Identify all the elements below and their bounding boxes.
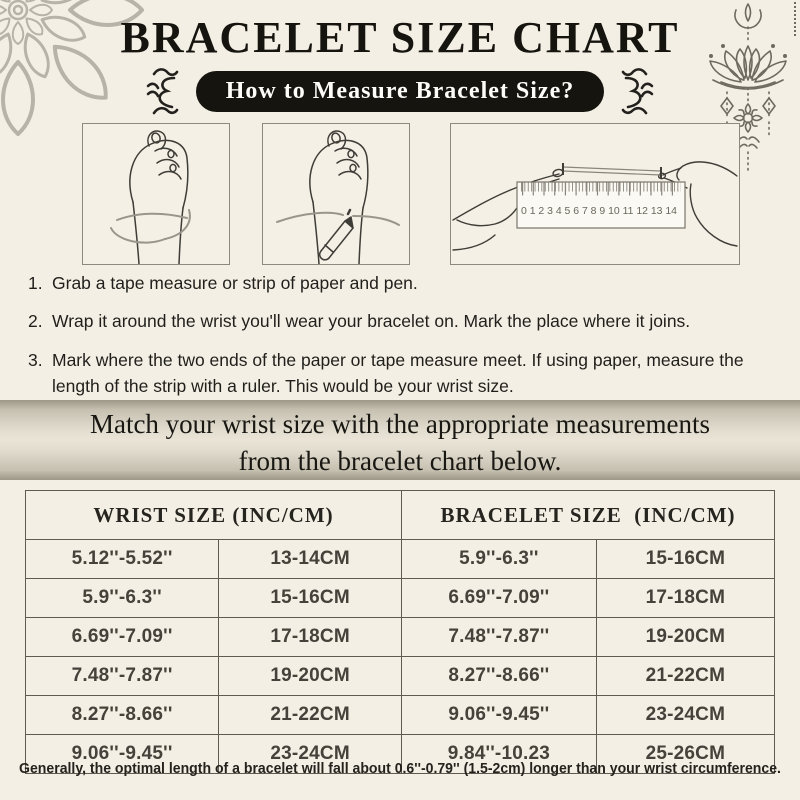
table-row: 9.06''-9.45'' 23-24CM 9.84''-10.23 25-26…: [24, 734, 776, 774]
subtitle-banner: How to Measure Bracelet Size?: [195, 70, 605, 112]
table-cell: 23-24CM: [218, 734, 402, 774]
step-text: Grab a tape measure or strip of paper an…: [52, 273, 418, 293]
table-cell: 9.84''-10.23: [400, 734, 597, 774]
table-header-row: WRIST SIZE (INC/CM) BRACELET SIZE (INC/C…: [25, 490, 776, 540]
table-cell: 21-22CM: [595, 656, 776, 696]
table-row: 5.9''-6.3'' 15-16CM 6.69''-7.09'' 17-18C…: [24, 578, 776, 618]
table-cell: 7.48''-7.87'': [400, 617, 597, 657]
table-row: 5.12''-5.52'' 13-14CM 5.9''-6.3'' 15-16C…: [24, 539, 776, 579]
step-2: 2. Wrap it around the wrist you'll wear …: [28, 308, 796, 334]
table-cell: 5.9''-6.3'': [400, 539, 597, 579]
table-cell: 21-22CM: [218, 695, 402, 735]
table-cell: 5.9''-6.3'': [24, 578, 220, 618]
table-cell: 9.06''-9.45'': [400, 695, 597, 735]
curly-flourish-left-icon: [146, 68, 179, 115]
mandala-flower-icon: [0, 0, 144, 136]
table-row: 8.27''-8.66'' 21-22CM 9.06''-9.45'' 23-2…: [24, 695, 776, 735]
table-cell: 6.69''-7.09'': [24, 617, 220, 657]
table-cell: 19-20CM: [595, 617, 776, 657]
table-cell: 15-16CM: [218, 578, 402, 618]
table-cell: 6.69''-7.09'': [400, 578, 597, 618]
step-number: 1.: [28, 273, 43, 293]
measurement-steps: 1. Grab a tape measure or strip of paper…: [28, 270, 796, 411]
lotus-hanging-ornament-icon: [708, 3, 788, 173]
step-number: 2.: [28, 311, 43, 332]
table-cell: 7.48''-7.87'': [24, 656, 220, 696]
table-cell: 17-18CM: [218, 617, 402, 657]
subtitle-text: How to Measure Bracelet Size?: [225, 77, 575, 104]
step-1: 1. Grab a tape measure or strip of paper…: [28, 270, 796, 296]
table-cell: 8.27''-8.66'': [24, 695, 220, 735]
table-cell: 19-20CM: [218, 656, 402, 696]
banner-line-1: Match your wrist size with the appropria…: [89, 409, 711, 439]
table-cell: 17-18CM: [595, 578, 776, 618]
bracelet-size-header: BRACELET SIZE (INC/CM): [400, 490, 776, 540]
table-cell: 5.12''-5.52'': [24, 539, 220, 579]
step-text: Mark where the two ends of the paper or …: [52, 349, 744, 396]
table-cell: 13-14CM: [218, 539, 402, 579]
hands-with-ruler-icon: 0 1 2 3 4 5 6 7 8 9 10 11 12 13 14: [452, 161, 738, 251]
banner-line-2: from the bracelet chart below.: [238, 446, 562, 476]
size-chart-table: WRIST SIZE (INC/CM) BRACELET SIZE (INC/C…: [24, 490, 776, 774]
table-row: 6.69''-7.09'' 17-18CM 7.48''-7.87'' 19-2…: [24, 617, 776, 657]
ruler-numbers: 0 1 2 3 4 5 6 7 8 9 10 11 12 13 14: [521, 206, 677, 217]
fist-with-pen-icon: [276, 130, 400, 264]
illustration-measure-wrist: [82, 123, 230, 265]
page-title: BRACELET SIZE CHART: [120, 13, 680, 62]
table-cell: 15-16CM: [595, 539, 776, 579]
curly-flourish-right-icon: [621, 68, 654, 115]
footnote: Generally, the optimal length of a brace…: [19, 761, 781, 777]
fist-with-tape-icon: [110, 130, 191, 264]
table-cell: 25-26CM: [595, 734, 776, 774]
step-number: 3.: [28, 349, 43, 370]
table-cell: 8.27''-8.66'': [400, 656, 597, 696]
table-cell: 9.06''-9.45'': [24, 734, 220, 774]
subtitle-row: How to Measure Bracelet Size?: [0, 66, 800, 116]
step-3: 3. Mark where the two ends of the paper …: [28, 347, 796, 400]
table-row: 7.48''-7.87'' 19-20CM 8.27''-8.66'' 21-2…: [24, 656, 776, 696]
table-cell: 23-24CM: [595, 695, 776, 735]
illustration-ruler-measure: 0 1 2 3 4 5 6 7 8 9 10 11 12 13 14: [450, 123, 740, 265]
wrist-size-header: WRIST SIZE (INC/CM): [25, 490, 402, 540]
match-size-banner: Match your wrist size with the appropria…: [0, 400, 800, 480]
edge-dotted-decoration: [794, 2, 796, 36]
illustration-mark-tape: [262, 123, 410, 265]
step-text: Wrap it around the wrist you'll wear you…: [52, 311, 691, 332]
